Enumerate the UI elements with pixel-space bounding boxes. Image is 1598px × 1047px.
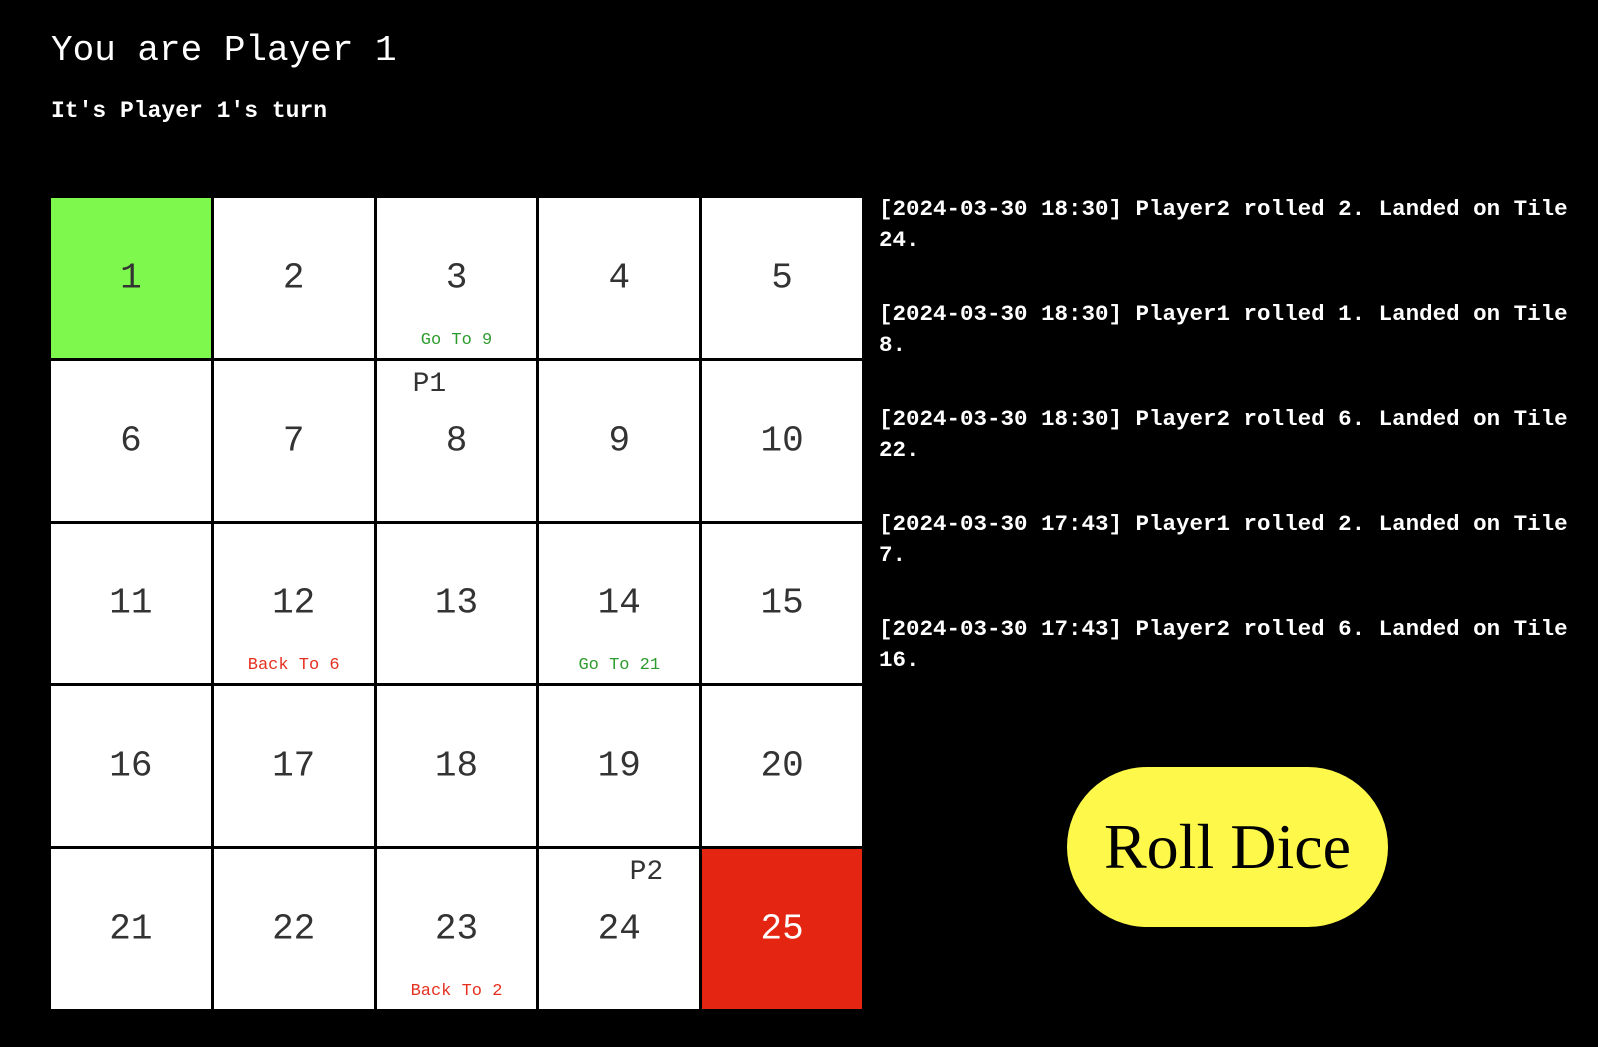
- board-tile-12: 12 Back To 6: [213, 523, 374, 684]
- tile-number: 3: [445, 257, 468, 299]
- board-tile-13: 13: [376, 523, 537, 684]
- board-tile-18: 18: [376, 686, 537, 847]
- game-board: 1 2 3 Go To 9 4 5 6 7 P1 8 9 10 11 12 Ba…: [51, 198, 862, 1009]
- tile-number: 13: [434, 582, 479, 624]
- tile-number: 19: [597, 745, 641, 787]
- board-tile-1: 1: [51, 198, 211, 358]
- tile-number: 1: [120, 257, 142, 299]
- log-entry: [2024-03-30 17:43] Player2 rolled 6. Lan…: [879, 616, 1568, 673]
- tile-number: 18: [434, 745, 479, 787]
- board-tile-11: 11: [51, 523, 211, 684]
- tile-number: 8: [445, 420, 468, 462]
- board-tile-16: 16: [51, 686, 211, 847]
- board-tile-17: 17: [213, 686, 374, 847]
- board-tile-6: 6: [51, 360, 211, 521]
- tile-number: 7: [282, 420, 305, 462]
- tile-number: 12: [272, 582, 316, 624]
- board-tile-3: 3 Go To 9: [376, 198, 537, 358]
- tile-number: 25: [760, 908, 804, 950]
- tile-number: 4: [608, 257, 631, 299]
- tile-number: 5: [771, 257, 793, 299]
- roll-dice-button[interactable]: Roll Dice: [1067, 767, 1388, 927]
- tile-number: 16: [109, 745, 153, 787]
- snake-note: Back To 2: [410, 982, 503, 1001]
- board-tile-7: 7: [213, 360, 374, 521]
- tile-number: 23: [434, 908, 479, 950]
- board-tile-10: 10: [702, 360, 862, 521]
- board-tile-24: P2 24: [539, 849, 700, 1009]
- board-tile-8: P1 8: [376, 360, 537, 521]
- tile-number: 24: [597, 908, 641, 950]
- ladder-note: Go To 9: [420, 330, 493, 350]
- tile-number: 14: [597, 582, 641, 624]
- board-tile-4: 4: [539, 198, 700, 358]
- game-log: [2024-03-30 18:30] Player2 rolled 2. Lan…: [879, 194, 1569, 719]
- tile-number: 2: [282, 257, 305, 299]
- board-tile-9: 9: [539, 360, 700, 521]
- board-tile-25: 25: [702, 849, 862, 1009]
- tile-number: 21: [109, 908, 153, 950]
- snake-note: Back To 6: [247, 656, 340, 676]
- board-tile-2: 2: [213, 198, 374, 358]
- log-entry: [2024-03-30 17:43] Player1 rolled 2. Lan…: [879, 511, 1568, 568]
- tile-number: 10: [760, 420, 804, 462]
- board-tile-23: 23 Back To 2: [376, 849, 537, 1009]
- player-title: You are Player 1: [51, 30, 397, 71]
- board-tile-21: 21: [51, 849, 211, 1009]
- tile-number: 6: [120, 420, 142, 462]
- log-entry: [2024-03-30 18:30] Player1 rolled 1. Lan…: [879, 301, 1568, 358]
- board-tile-14: 14 Go To 21: [539, 523, 700, 684]
- log-entry: [2024-03-30 18:30] Player2 rolled 6. Lan…: [879, 406, 1568, 463]
- board-tile-20: 20: [702, 686, 862, 847]
- player-2-token: P2: [629, 857, 664, 889]
- tile-number: 22: [272, 908, 316, 950]
- board-tile-19: 19: [539, 686, 700, 847]
- board-tile-5: 5: [702, 198, 862, 358]
- turn-status: It's Player 1's turn: [51, 98, 328, 124]
- tile-number: 20: [760, 745, 804, 787]
- player-1-token: P1: [412, 368, 447, 400]
- board-tile-15: 15: [702, 523, 862, 684]
- tile-number: 15: [760, 582, 804, 624]
- tile-number: 11: [109, 582, 153, 624]
- board-tile-22: 22: [213, 849, 374, 1009]
- log-entry: [2024-03-30 18:30] Player2 rolled 2. Lan…: [879, 196, 1568, 253]
- tile-number: 17: [272, 745, 316, 787]
- tile-number: 9: [608, 420, 631, 462]
- ladder-note: Go To 21: [578, 656, 661, 676]
